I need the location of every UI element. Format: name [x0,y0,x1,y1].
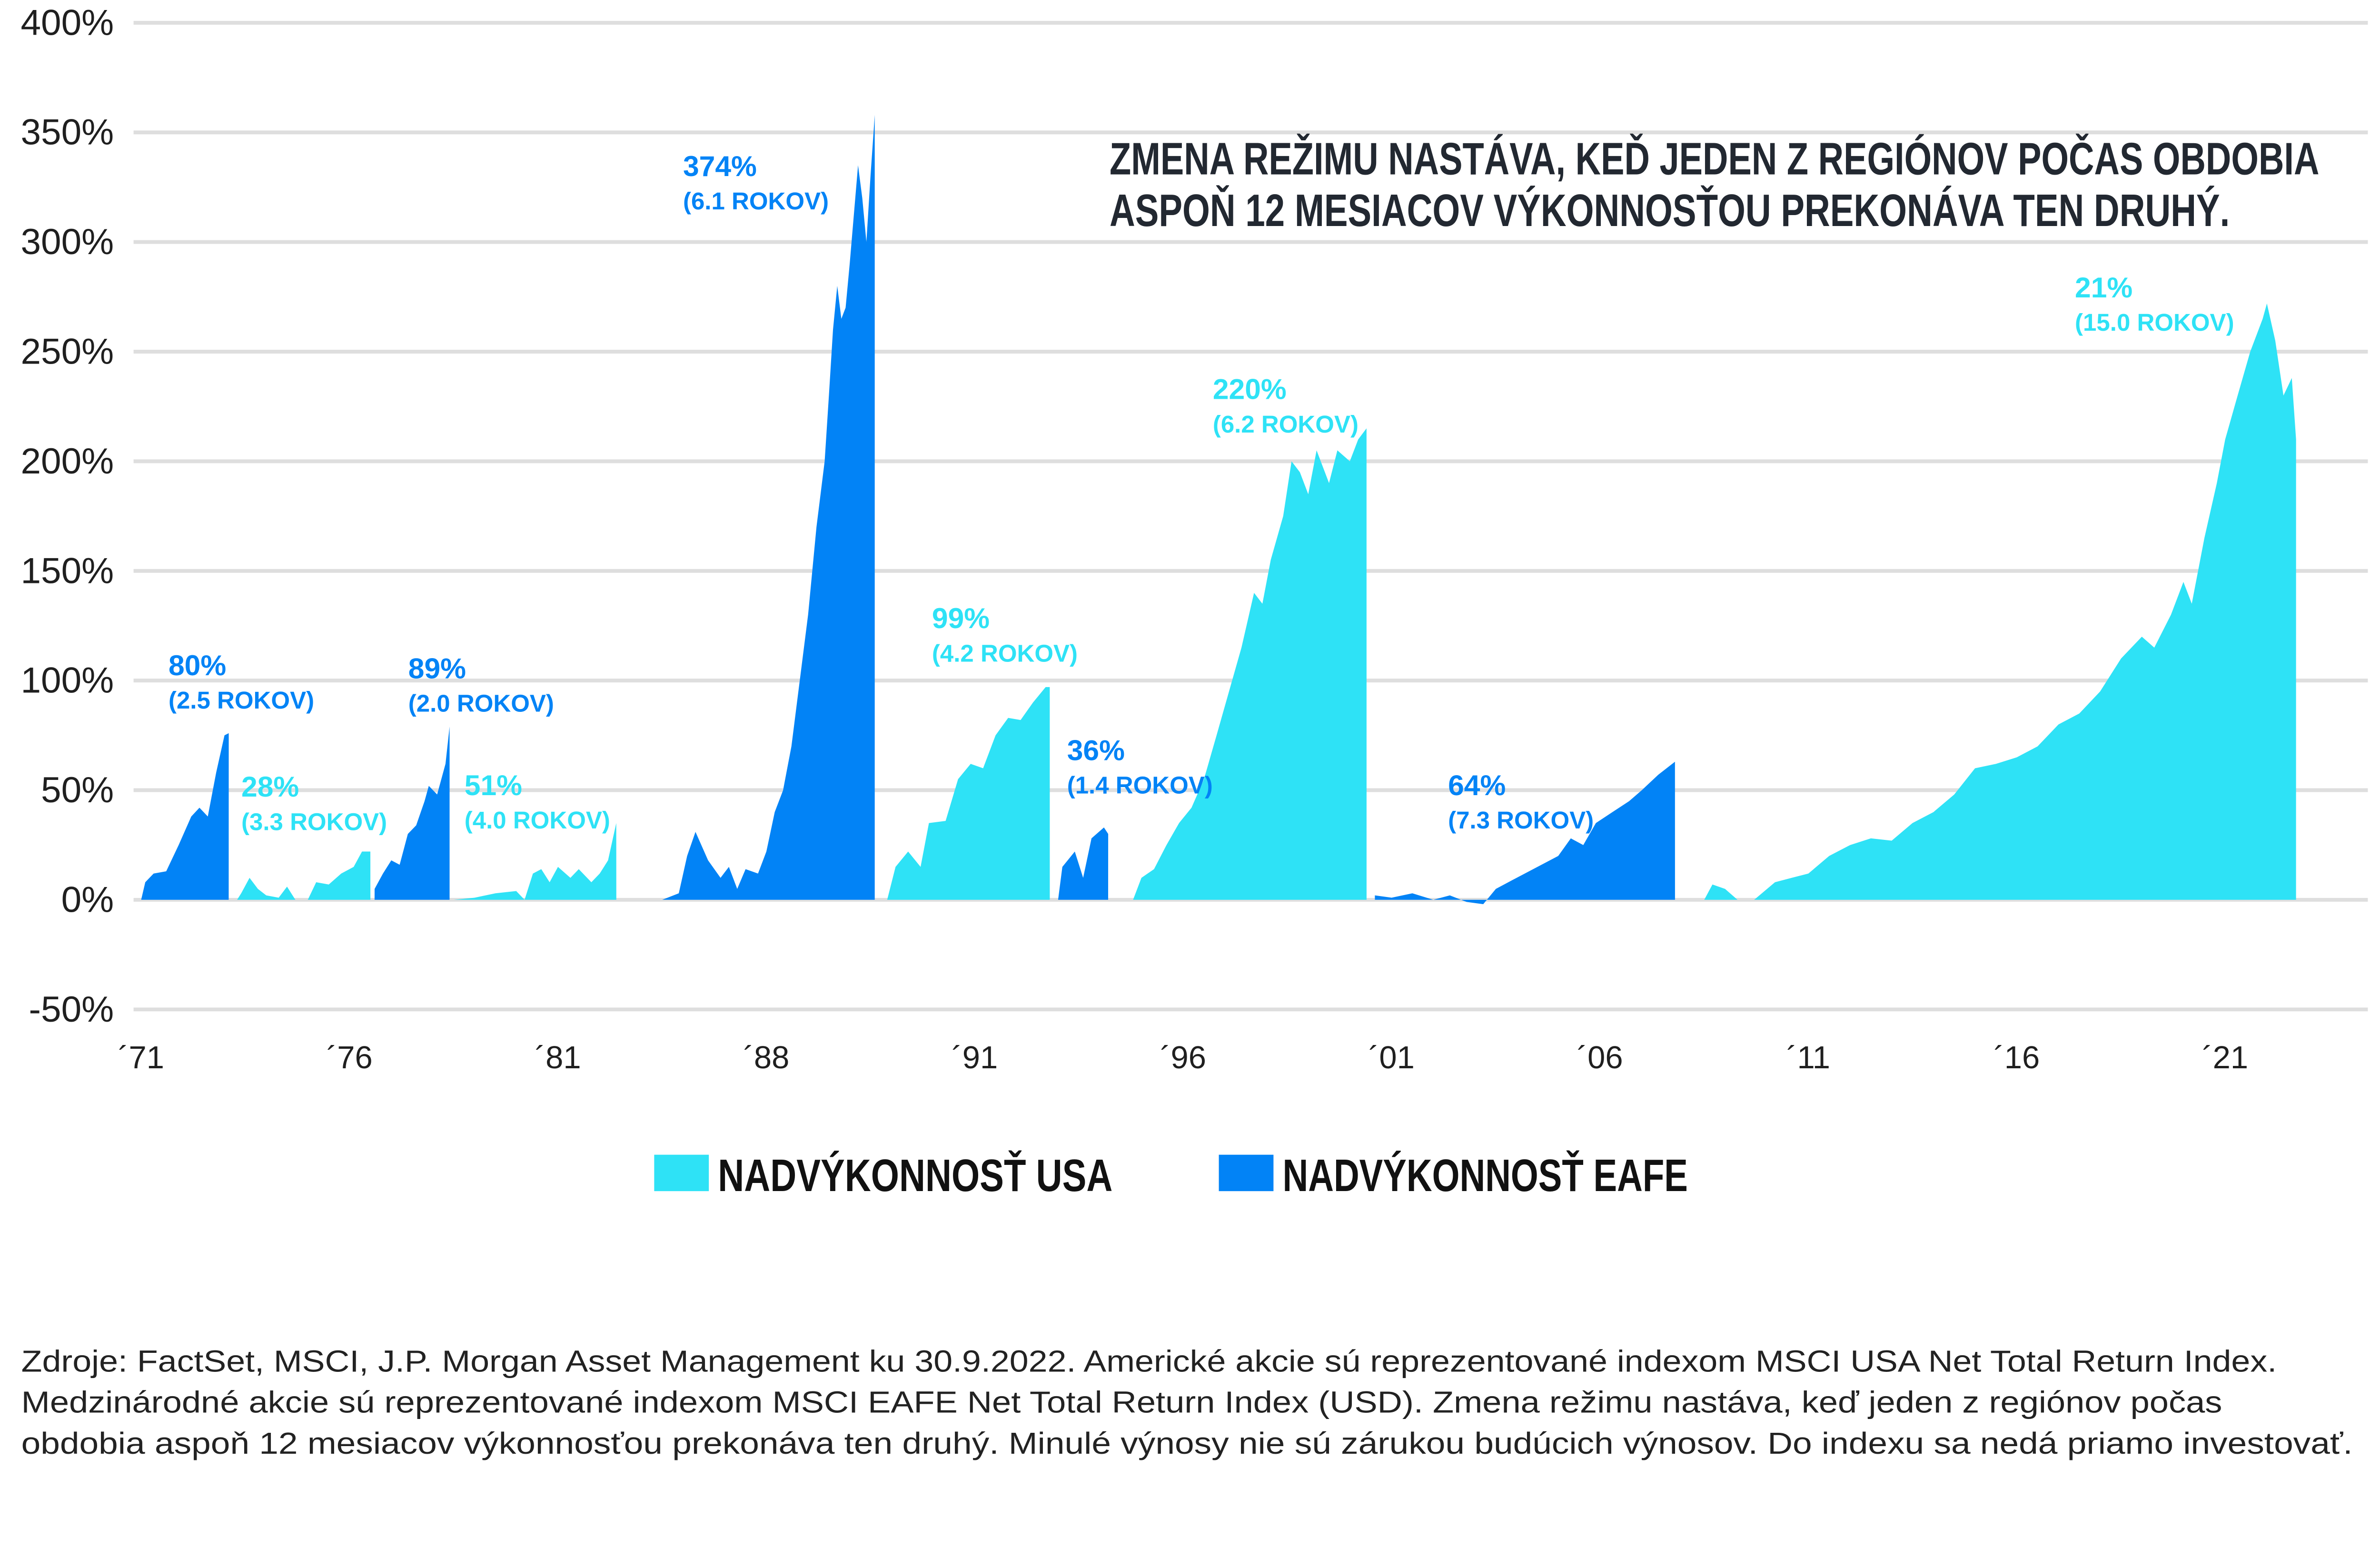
regime-area-eafe [374,726,450,900]
regime-label-duration: (7.3 ROKOV) [1448,807,1594,834]
regime-area-eafe [1058,827,1109,900]
y-tick-label: 200% [20,441,114,482]
footnote-line-3: obdobia aspoň 12 mesiacov výkonnosťou pr… [21,1426,2353,1460]
y-tick-label: 0% [61,879,114,920]
regime-label-value: 28% [241,770,299,803]
x-axis-ticks: ´71 ´76 ´81 ´88 ´91 ´96 ´01 ´06 ´11 ´16 ´21 [118,1040,2248,1075]
legend-label-eafe: NADVÝKONNOSŤ EAFE [1283,1150,1688,1201]
x-tick-label: ´06 [1577,1040,1623,1075]
regime-area-usa [887,687,1050,900]
y-tick-label: -50% [29,989,114,1030]
regime-area-eafe [1375,761,1675,905]
x-tick-label: ´76 [327,1040,373,1075]
y-tick-label: 300% [20,222,114,262]
x-tick-label: ´81 [535,1040,581,1075]
regime-area-usa [1704,884,1738,900]
legend-swatch-eafe [1219,1154,1274,1192]
regime-area-usa [454,823,616,900]
regime-area-eafe [141,733,229,900]
regime-labels: 80% (2.5 ROKOV) 28% (3.3 ROKOV) 89% (2.0 ROKO… [169,150,2234,835]
regime-label-duration: (2.0 ROKOV) [408,690,554,717]
y-tick-label: 250% [20,332,114,372]
regime-label-duration: (1.4 ROKOV) [1067,772,1213,799]
regime-label-value: 374% [683,150,757,182]
headline-line-2: ASPOŇ 12 MESIACOV VÝKONNOSŤOU PREKONÁVA … [1110,185,2230,236]
y-tick-label: 400% [20,2,114,43]
x-tick-label: ´16 [1994,1040,2040,1075]
y-tick-label: 150% [20,551,114,591]
regime-area-eafe [662,115,875,900]
legend: NADVÝKONNOSŤ USA NADVÝKONNOSŤ EAFE [654,1150,1688,1201]
legend-swatch-usa [654,1154,709,1192]
regime-label-duration: (6.1 ROKOV) [683,187,829,215]
x-tick-label: ´88 [744,1040,790,1075]
footnote-line-2: Medzinárodné akcie sú reprezentované ind… [21,1385,2222,1419]
x-tick-label: ´96 [1160,1040,1206,1075]
regime-chart: 400% 350% 300% 250% 200% 150% 100% 50% 0% -50% ´7… [20,2,2368,1460]
headline: ZMENA REŽIMU NASTÁVA, KEĎ JEDEN Z REGIÓN… [1110,133,2319,236]
y-axis-ticks: 400% 350% 300% 250% 200% 150% 100% 50% 0% -50% [20,2,114,1029]
legend-label-usa: NADVÝKONNOSŤ USA [718,1150,1112,1201]
regime-label-duration: (4.0 ROKOV) [465,807,610,834]
y-tick-label: 50% [41,770,114,810]
regime-label-duration: (3.3 ROKOV) [241,808,387,835]
regime-area-usa [1754,303,2296,900]
regime-area-usa [237,851,371,900]
x-tick-label: ´91 [952,1040,998,1075]
regime-label-value: 36% [1067,734,1125,767]
headline-line-1: ZMENA REŽIMU NASTÁVA, KEĎ JEDEN Z REGIÓN… [1110,133,2319,185]
y-tick-label: 350% [20,112,114,153]
regime-label-duration: (4.2 ROKOV) [932,640,1078,667]
footnote: Zdroje: FactSet, MSCI, J.P. Morgan Asset… [21,1344,2353,1460]
regime-area-usa [1133,428,1367,900]
x-tick-label: ´71 [118,1040,164,1075]
regime-label-value: 21% [2075,271,2132,304]
x-tick-label: ´11 [1786,1040,1830,1075]
regime-label-value: 220% [1213,373,1287,405]
regime-label-value: 51% [465,769,522,801]
y-tick-label: 100% [20,660,114,701]
footnote-line-1: Zdroje: FactSet, MSCI, J.P. Morgan Asset… [21,1344,2277,1379]
regime-areas [141,115,2296,905]
regime-label-duration: (15.0 ROKOV) [2075,309,2234,336]
regime-label-duration: (6.2 ROKOV) [1213,411,1359,438]
regime-label-value: 64% [1448,769,1506,801]
regime-label-value: 89% [408,652,466,684]
x-tick-label: ´21 [2202,1040,2248,1075]
regime-label-value: 99% [932,602,990,634]
regime-label-duration: (2.5 ROKOV) [169,687,314,714]
regime-label-value: 80% [169,649,226,681]
x-tick-label: ´01 [1368,1040,1415,1075]
